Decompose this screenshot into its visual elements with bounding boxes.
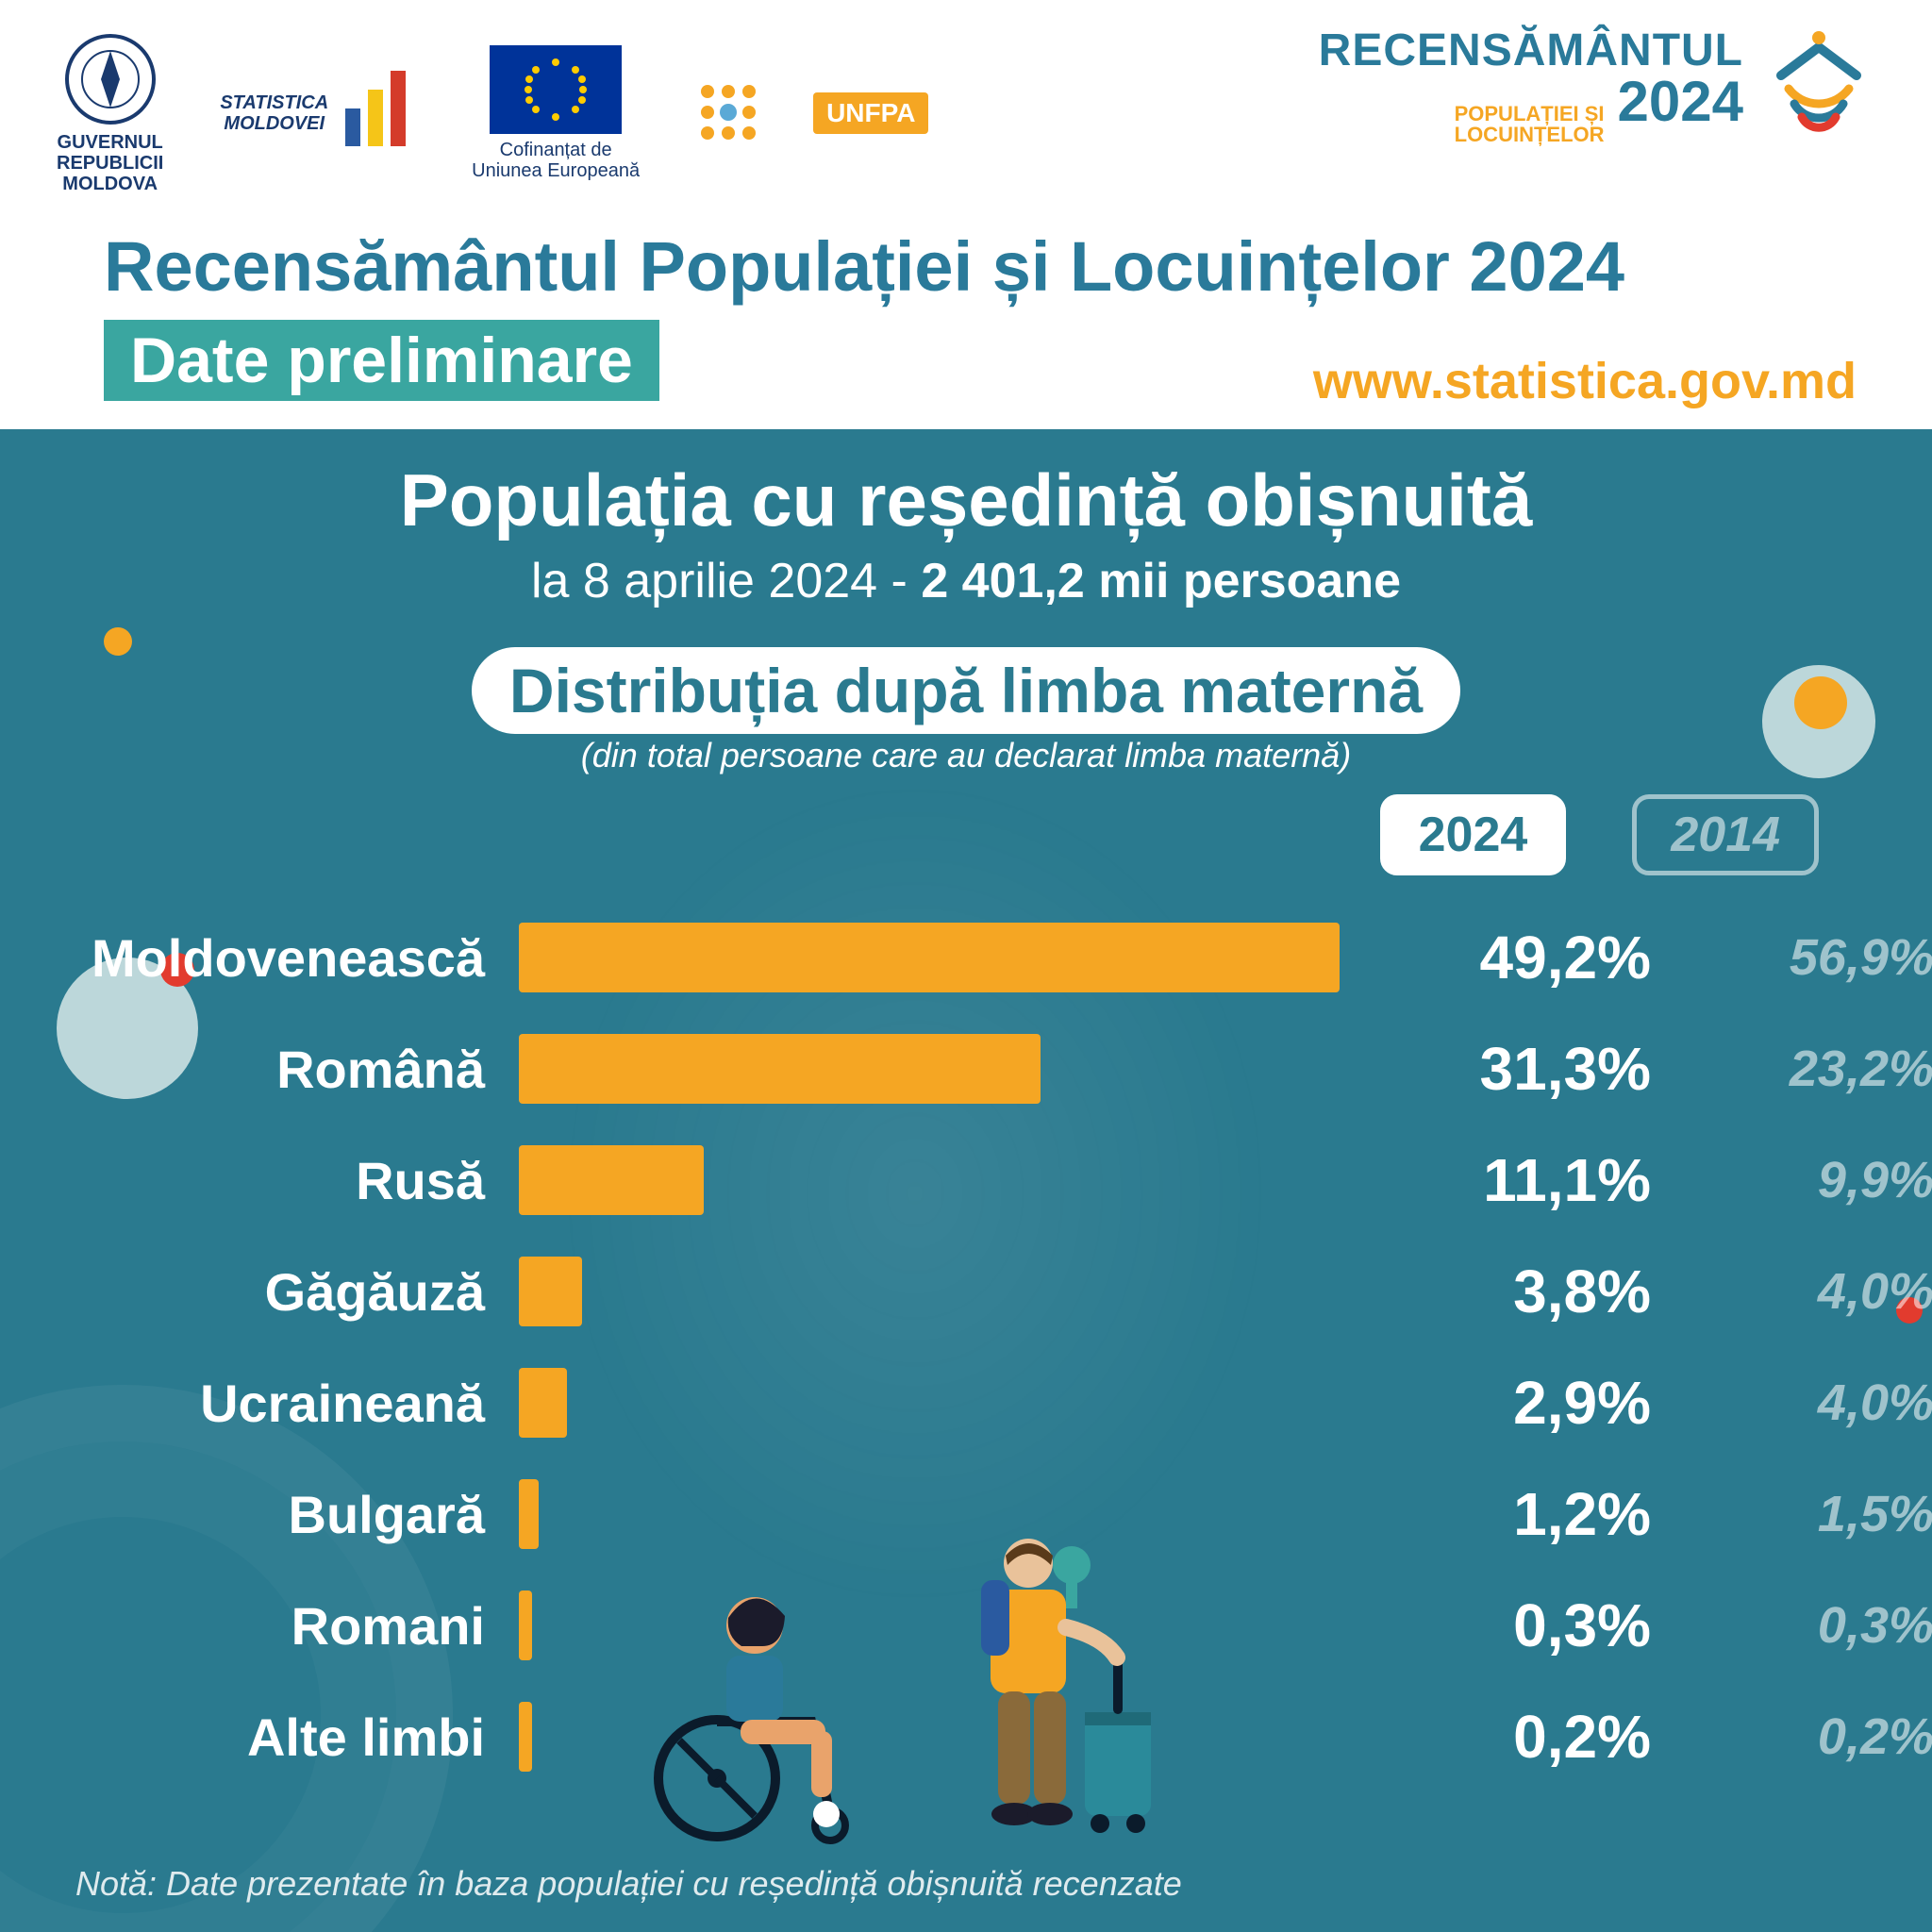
logo-guvernul-caption: GUVERNUL REPUBLICII MOLDOVA: [57, 132, 163, 194]
census-brand-year: 2024: [1618, 74, 1743, 130]
year-badge-prev: 2014: [1632, 794, 1819, 875]
chart-bar: [519, 1368, 567, 1438]
deco-dot: [1794, 676, 1847, 729]
chart-row-barcell: [519, 1013, 1349, 1124]
illustration-wheelchair-person: [651, 1580, 868, 1844]
page-title: Recensământul Populației și Locuințelor …: [104, 226, 1875, 307]
chart-row: Rusă11,1%9,9%: [57, 1124, 1875, 1236]
chart-value-2024: 49,2%: [1368, 923, 1651, 992]
chart-row-barcell: [519, 1124, 1349, 1236]
census-brand-line1: RECENSĂMÂNTUL: [1319, 28, 1743, 74]
chart-row-label: Română: [57, 1039, 500, 1100]
chart-row-label: Găgăuză: [57, 1261, 500, 1323]
chart-row: Găgăuză3,8%4,0%: [57, 1236, 1875, 1347]
distribution-subtitle: (din total persoane care au declarat lim…: [57, 736, 1875, 775]
illustration-people: [651, 1524, 1170, 1844]
year-header-row: 2024 2014: [57, 794, 1875, 875]
partner-logos-strip: GUVERNUL REPUBLICII MOLDOVA STATISTICA M…: [0, 0, 1932, 208]
population-detail: la 8 aprilie 2024 - 2 401,2 mii persoane: [57, 553, 1875, 609]
chart-row-label: Moldovenească: [57, 927, 500, 989]
chart-value-2024: 0,3%: [1368, 1591, 1651, 1660]
chart-bar: [519, 1702, 532, 1772]
chart-value-2024: 0,2%: [1368, 1702, 1651, 1772]
chart-value-2014: 1,5%: [1670, 1485, 1932, 1543]
chart-value-2014: 4,0%: [1670, 1262, 1932, 1321]
population-title: Populația cu reședință obișnuită: [57, 458, 1875, 543]
chart-bar: [519, 1034, 1041, 1104]
deco-dot: [104, 627, 132, 656]
population-date: la 8 aprilie 2024 -: [531, 554, 921, 608]
chart-row-label: Alte limbi: [57, 1707, 500, 1768]
chart-bar: [519, 1257, 582, 1326]
distribution-title-pill: Distribuția după limba maternă: [472, 647, 1460, 734]
chart-value-2014: 23,2%: [1670, 1040, 1932, 1098]
chart-value-2014: 4,0%: [1670, 1374, 1932, 1432]
chart-value-2024: 2,9%: [1368, 1368, 1651, 1438]
chart-row: Moldovenească49,2%56,9%: [57, 902, 1875, 1013]
chart-row-label: Rusă: [57, 1150, 500, 1211]
chart-value-2024: 1,2%: [1368, 1479, 1651, 1549]
chart-row-label: Bulgară: [57, 1484, 500, 1545]
chart-row-barcell: [519, 902, 1349, 1013]
source-url: www.statistica.gov.md: [1313, 352, 1857, 410]
chart-row-barcell: [519, 1236, 1349, 1347]
logo-guvernul: GUVERNUL REPUBLICII MOLDOVA: [57, 32, 163, 194]
chart-row-barcell: [519, 1347, 1349, 1458]
logo-statistica: STATISTICA MOLDOVEI: [220, 71, 415, 156]
chart-row: Română31,3%23,2%: [57, 1013, 1875, 1124]
chart-value-2014: 0,3%: [1670, 1596, 1932, 1655]
chart-bar: [519, 1145, 704, 1215]
chart-row-label: Ucraineană: [57, 1373, 500, 1434]
census-brand: RECENSĂMÂNTUL POPULAȚIEI ȘI LOCUINȚELOR …: [1319, 28, 1875, 145]
subtitle-pill: Date preliminare: [104, 320, 659, 401]
logo-eu-caption: Cofinanțat de Uniunea Europeană: [472, 140, 640, 181]
chart-value-2024: 31,3%: [1368, 1034, 1651, 1104]
chart-value-2024: 3,8%: [1368, 1257, 1651, 1326]
footnote: Notă: Date prezentate în baza populației…: [75, 1864, 1182, 1904]
census-brand-line3: LOCUINȚELOR: [1455, 125, 1605, 145]
logo-statistica-caption: STATISTICA MOLDOVEI: [220, 92, 328, 134]
population-value: 2 401,2 mii persoane: [921, 554, 1401, 608]
logo-unfpa-caption: UNFPA: [813, 92, 928, 134]
chart-row-label: Romani: [57, 1595, 500, 1657]
logo-eu: Cofinanțat de Uniunea Europeană: [472, 45, 640, 181]
chart-bar: [519, 1479, 539, 1549]
census-brand-line2: POPULAȚIEI ȘI: [1455, 104, 1605, 125]
chart-value-2014: 56,9%: [1670, 928, 1932, 987]
chart-value-2014: 9,9%: [1670, 1151, 1932, 1209]
logo-unfpa: UNFPA: [696, 80, 928, 146]
year-badge-current: 2024: [1380, 794, 1567, 875]
chart-bar: [519, 1591, 532, 1660]
chart-value-2024: 11,1%: [1368, 1145, 1651, 1215]
title-block: Recensământul Populației și Locuințelor …: [0, 208, 1932, 429]
chart-row: Ucraineană2,9%4,0%: [57, 1347, 1875, 1458]
chart-bar: [519, 923, 1340, 992]
infographic-body: Populația cu reședință obișnuită la 8 ap…: [0, 429, 1932, 1932]
census-brand-icon: [1762, 30, 1875, 143]
illustration-traveler: [924, 1524, 1170, 1844]
chart-value-2014: 0,2%: [1670, 1707, 1932, 1766]
